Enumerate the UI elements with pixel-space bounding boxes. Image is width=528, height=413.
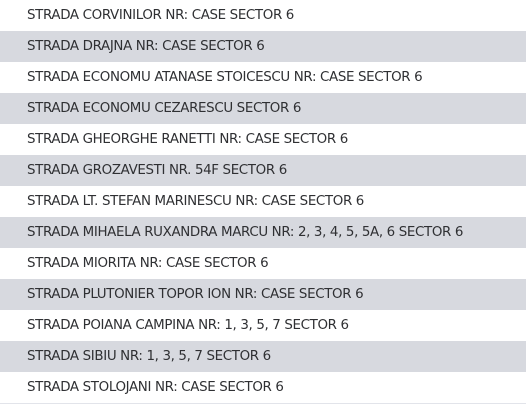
list-item: STRADA GHEORGHE RANETTI NR: CASE SECTOR … — [27, 132, 348, 147]
list-item: STRADA SIBIU NR: 1, 3, 5, 7 SECTOR 6 — [0, 341, 526, 372]
list-item: STRADA MIHAELA RUXANDRA MARCU NR: 2, 3, … — [0, 217, 526, 248]
list-item: STRADA ECONOMU ATANASE STOICESCU NR: CAS… — [27, 70, 423, 85]
list-item: STRADA GROZAVESTI NR. 54F SECTOR 6 — [0, 155, 526, 186]
list-item: STRADA POIANA CAMPINA NR: 1, 3, 5, 7 SEC… — [27, 318, 349, 333]
list-item: STRADA MIORITA NR: CASE SECTOR 6 — [27, 256, 269, 271]
list-item: STRADA LT. STEFAN MARINESCU NR: CASE SEC… — [27, 194, 364, 209]
list-item: STRADA STOLOJANI NR: CASE SECTOR 6 — [27, 380, 284, 395]
list-item: STRADA PLUTONIER TOPOR ION NR: CASE SECT… — [0, 279, 526, 310]
list-item: STRADA ECONOMU CEZARESCU SECTOR 6 — [0, 93, 526, 124]
list-item: STRADA CORVINILOR NR: CASE SECTOR 6 — [27, 8, 294, 23]
list-item: STRADA DRAJNA NR: CASE SECTOR 6 — [0, 31, 526, 62]
street-list: STRADA CORVINILOR NR: CASE SECTOR 6 STRA… — [0, 8, 526, 404]
